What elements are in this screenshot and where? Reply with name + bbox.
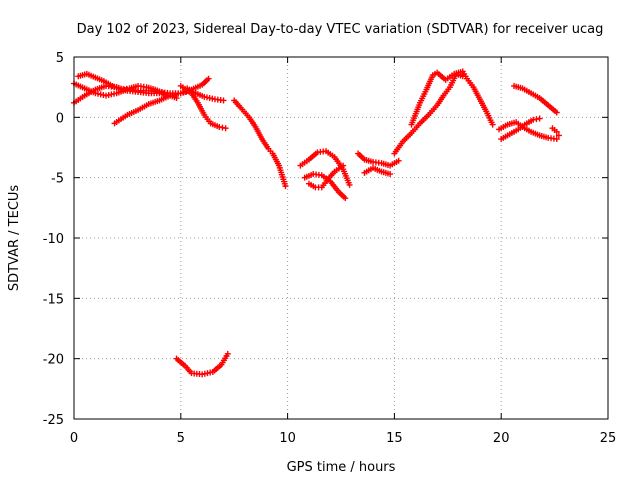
y-tick-label: -10	[43, 232, 64, 247]
series-cluster-20-22	[498, 115, 543, 143]
data-point	[553, 136, 560, 143]
data-point	[222, 125, 229, 132]
data-point	[173, 95, 180, 102]
series-outlier-low	[173, 350, 231, 378]
axis-ticks: 0 5 10 15 20 25 5 0 -5 -10 -15 -20 -25	[43, 51, 617, 446]
series-rise-15-18	[391, 70, 466, 157]
series-upper-arc-3	[75, 70, 167, 97]
data-point	[220, 97, 227, 104]
data-point	[346, 181, 353, 188]
y-tick-label: 0	[56, 111, 64, 126]
y-axis-label: SDTVAR / TECUs	[7, 185, 22, 292]
data-point	[224, 350, 231, 357]
series-late-arc	[511, 82, 560, 116]
x-tick-label: 15	[386, 431, 403, 446]
y-tick-label: -15	[43, 292, 64, 307]
x-tick-label: 5	[177, 431, 185, 446]
data-marks	[71, 68, 562, 378]
series-descent-5-7	[177, 82, 229, 132]
data-point	[489, 121, 496, 128]
series-valley-13-15	[355, 150, 402, 169]
data-point	[205, 75, 212, 82]
series-late-dip	[549, 125, 562, 139]
plot-frame	[73, 56, 609, 420]
x-tick-label: 25	[600, 431, 617, 446]
data-point	[553, 128, 560, 135]
data-point	[555, 132, 562, 139]
series-rise-16-18-b	[408, 68, 496, 128]
series-decline-7-10	[231, 97, 289, 190]
series-valley-13-15-b	[361, 165, 394, 178]
data-point	[536, 115, 543, 122]
y-tick-label: -25	[43, 413, 64, 428]
y-tick-label: -20	[43, 353, 64, 368]
data-point	[160, 90, 167, 97]
chart-title: Day 102 of 2023, Sidereal Day-to-day VTE…	[77, 22, 604, 37]
x-tick-label: 20	[493, 431, 510, 446]
y-tick-label: -5	[51, 172, 64, 187]
series-cluster-11-13-c	[305, 162, 347, 191]
x-tick-label: 10	[279, 431, 296, 446]
data-point	[340, 162, 347, 169]
series-cluster-11-13-a	[297, 148, 353, 188]
data-point	[553, 109, 560, 116]
x-axis-label: GPS time / hours	[287, 460, 396, 475]
series-cluster-20-22-b	[496, 119, 560, 143]
x-tick-label: 0	[70, 431, 78, 446]
data-point	[342, 195, 349, 202]
y-tick-label: 5	[56, 51, 64, 66]
data-point	[282, 183, 289, 190]
series-bump-6-7	[184, 85, 227, 104]
data-point	[387, 171, 394, 178]
grid-lines	[74, 57, 608, 419]
data-point	[395, 157, 402, 164]
